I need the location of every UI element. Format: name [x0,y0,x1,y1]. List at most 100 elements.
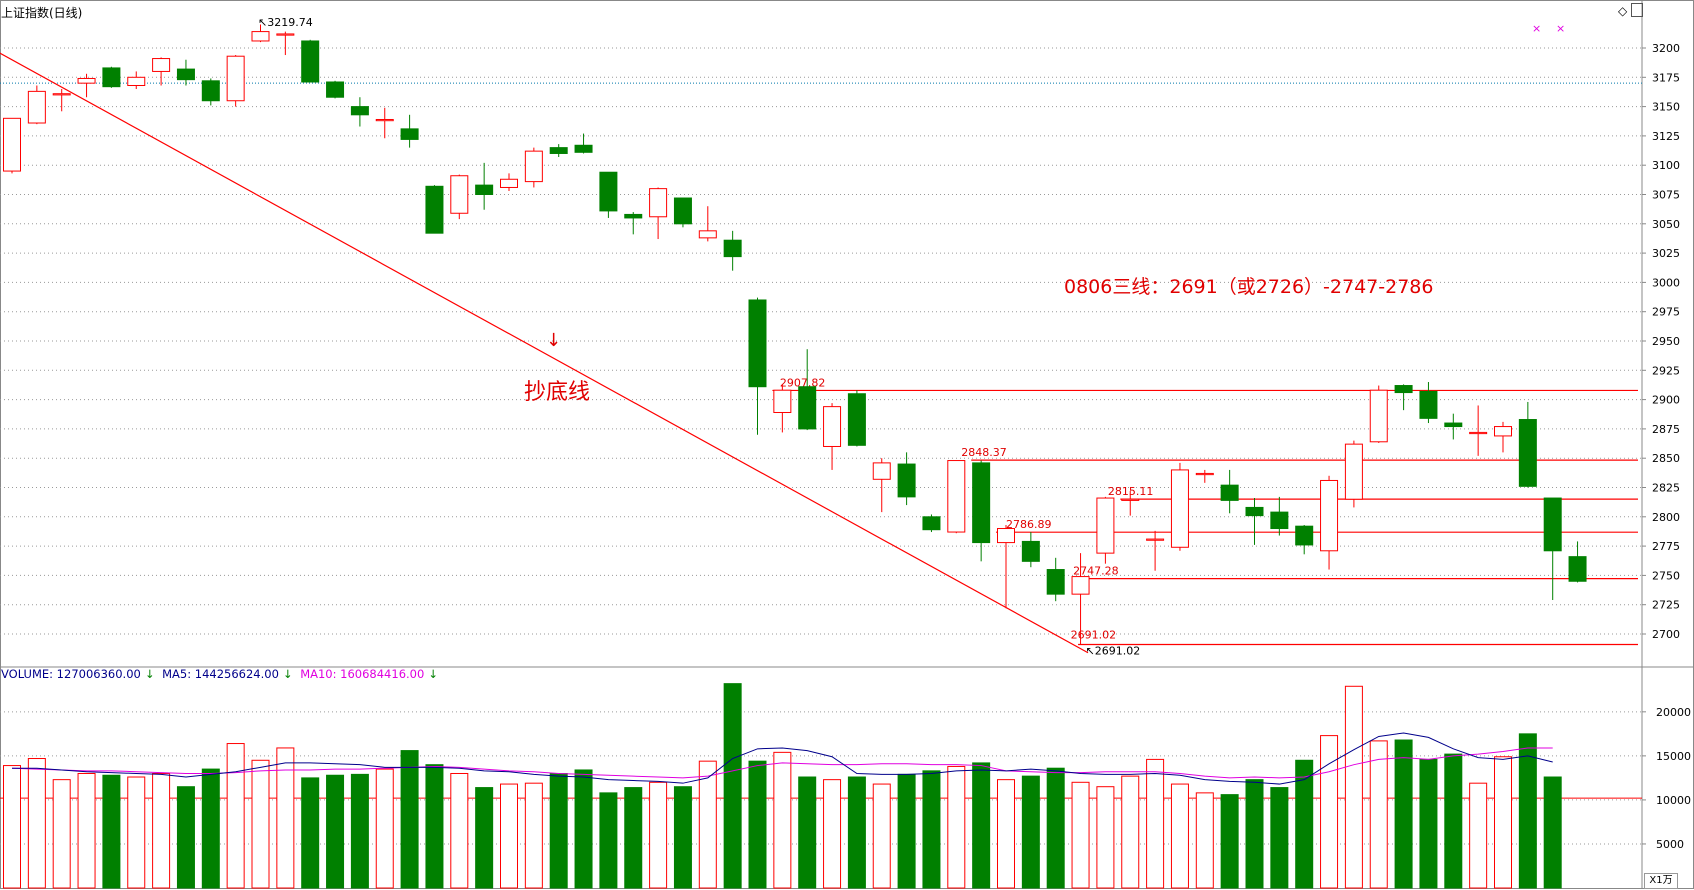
candle [77,73,96,98]
candle [872,458,891,513]
volume-bar [524,782,543,889]
candle [475,162,494,210]
volume-bar [500,783,518,889]
volume-tick-label: 20000 [1656,706,1691,719]
candle [947,460,966,534]
price-tick-label: 3175 [1652,71,1680,84]
candle [698,206,717,242]
candle [1096,496,1115,564]
candle [599,171,618,218]
candle [1344,440,1363,508]
volume-bar [425,764,444,889]
candle-body [847,393,866,446]
candle-body [1568,556,1587,582]
volume-bar [3,765,21,889]
candle [1270,496,1289,536]
candle-body [1320,479,1339,552]
candle-body [176,68,195,81]
volume-bar [1071,781,1090,889]
candle [922,514,941,533]
candle-body [1469,431,1488,435]
level-label: 2786.89 [1006,518,1052,531]
price-tick-label: 3075 [1652,189,1680,202]
candle-body [1220,484,1239,501]
candle-body [127,76,146,87]
volume-bar [276,747,295,889]
price-tick-label: 2950 [1652,335,1680,348]
candle-body [1121,498,1140,501]
volume-bar [226,743,245,889]
volume-bar [897,773,916,889]
price-tick-label: 2825 [1652,482,1680,495]
volume-tick-label: 15000 [1656,750,1691,763]
candle [1245,498,1264,545]
price-tick-label: 3000 [1652,276,1680,289]
candle-body [872,462,891,480]
volume-bar [301,777,320,889]
volume-bar [475,787,494,889]
candle [375,107,394,139]
volume-bar [922,770,941,889]
candle-body [52,93,71,96]
candle [1469,405,1488,456]
level-label: 2907.82 [780,376,826,389]
candle [1195,469,1214,483]
volume-bar [599,792,618,889]
bottom-trend-line [0,52,1089,654]
candle-body [152,58,171,72]
diamond-icon[interactable]: ◇ [1618,4,1628,18]
candle-body [922,516,941,531]
volume-arrow: ↓ [144,667,155,681]
volume-bar [1444,753,1463,889]
volume-bar [673,786,692,889]
candle [524,147,543,188]
volume-bar [350,773,369,889]
volume-bar [574,769,593,889]
candle-body [1146,538,1165,541]
candle [723,230,742,271]
candle [27,85,46,125]
volume-bar [1220,794,1239,889]
bottom-line-annotation: 抄底线 [524,380,591,405]
candle-body [972,462,991,544]
volume-bar [1096,786,1115,889]
candle [1170,462,1189,551]
panel-toggle-icon[interactable] [1631,3,1643,17]
candle-body [549,147,568,154]
volume-bar [624,787,643,889]
arrow-down-icon: ↓ [546,330,562,351]
volume-bar [52,779,71,889]
candle [1295,525,1314,555]
candle [972,460,991,562]
candle-body [1295,525,1314,546]
candle [1021,532,1040,568]
volume-bar [127,776,146,889]
volume-bar [872,783,891,889]
candle [1419,382,1438,424]
target-lines-annotation: 0806三线：2691（或2726）-2747-2786 [1064,276,1434,298]
candle-body [1494,426,1512,437]
candle [226,55,245,107]
volume-bar [1146,758,1165,889]
candle [326,80,345,99]
candle-body [1444,422,1463,428]
price-tick-label: 2875 [1652,423,1680,436]
volume-bar [326,774,345,889]
candle-body [400,128,419,140]
candle-body [226,55,245,102]
volume-bar [1170,783,1189,889]
candle [1046,557,1065,602]
candle-body [748,299,767,388]
candle [350,97,369,127]
volume-tick-label: 10000 [1656,794,1691,807]
candle-body [524,150,543,183]
volume-header: VOLUME: 127006360.00 ↓ MA5: 144256624.00 ↓… [1,667,442,681]
volume-value: VOLUME: 127006360.00 [1,667,141,681]
candle-body [599,171,618,212]
candle [102,66,121,88]
candle-body [1344,443,1363,500]
candle [1369,385,1388,443]
price-tick-label: 2750 [1652,569,1680,582]
